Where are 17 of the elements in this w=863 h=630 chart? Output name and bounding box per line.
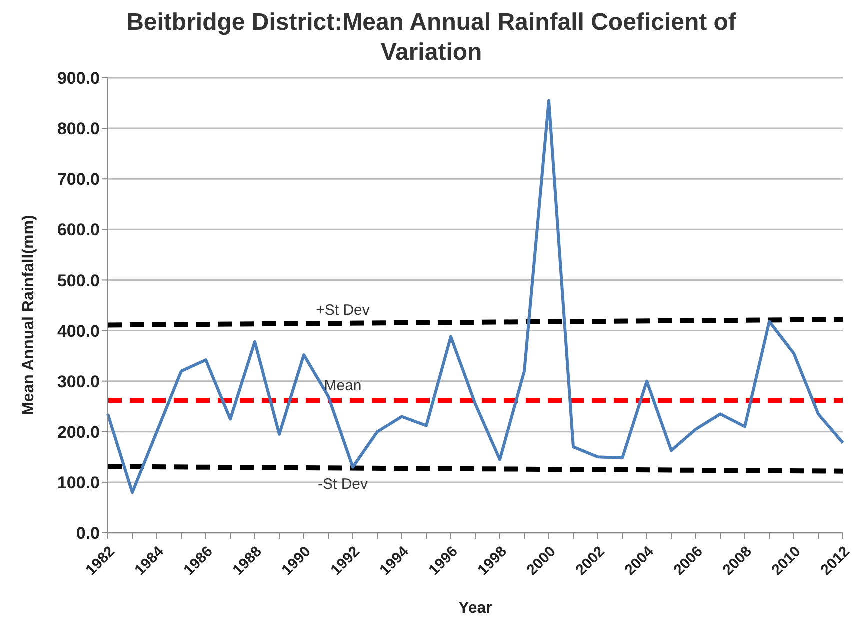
y-tick-label: 0.0 bbox=[76, 524, 100, 544]
y-axis-title: Mean Annual Rainfall(mm) bbox=[20, 215, 38, 416]
y-tick-label: 700.0 bbox=[57, 170, 100, 190]
y-tick-label: 600.0 bbox=[57, 220, 100, 240]
y-tick-label: 800.0 bbox=[57, 120, 100, 139]
y-tick-label: 100.0 bbox=[57, 473, 100, 492]
y-tick-label: 200.0 bbox=[57, 422, 100, 442]
series-label: +St Dev bbox=[316, 302, 370, 320]
series-label: Mean bbox=[324, 378, 362, 395]
y-tick-label: 300.0 bbox=[57, 372, 100, 392]
y-tick-label: 400.0 bbox=[57, 322, 100, 341]
x-axis-title: Year bbox=[458, 600, 492, 617]
line-series bbox=[106, 99, 844, 494]
y-tick-label: 500.0 bbox=[57, 271, 100, 290]
series-label: -St Dev bbox=[318, 476, 368, 493]
y-tick-label: 900.0 bbox=[57, 69, 100, 88]
chart-title: Beitbridge District:Mean Annual Rainfall Coeficient of Variation bbox=[126, 8, 738, 68]
